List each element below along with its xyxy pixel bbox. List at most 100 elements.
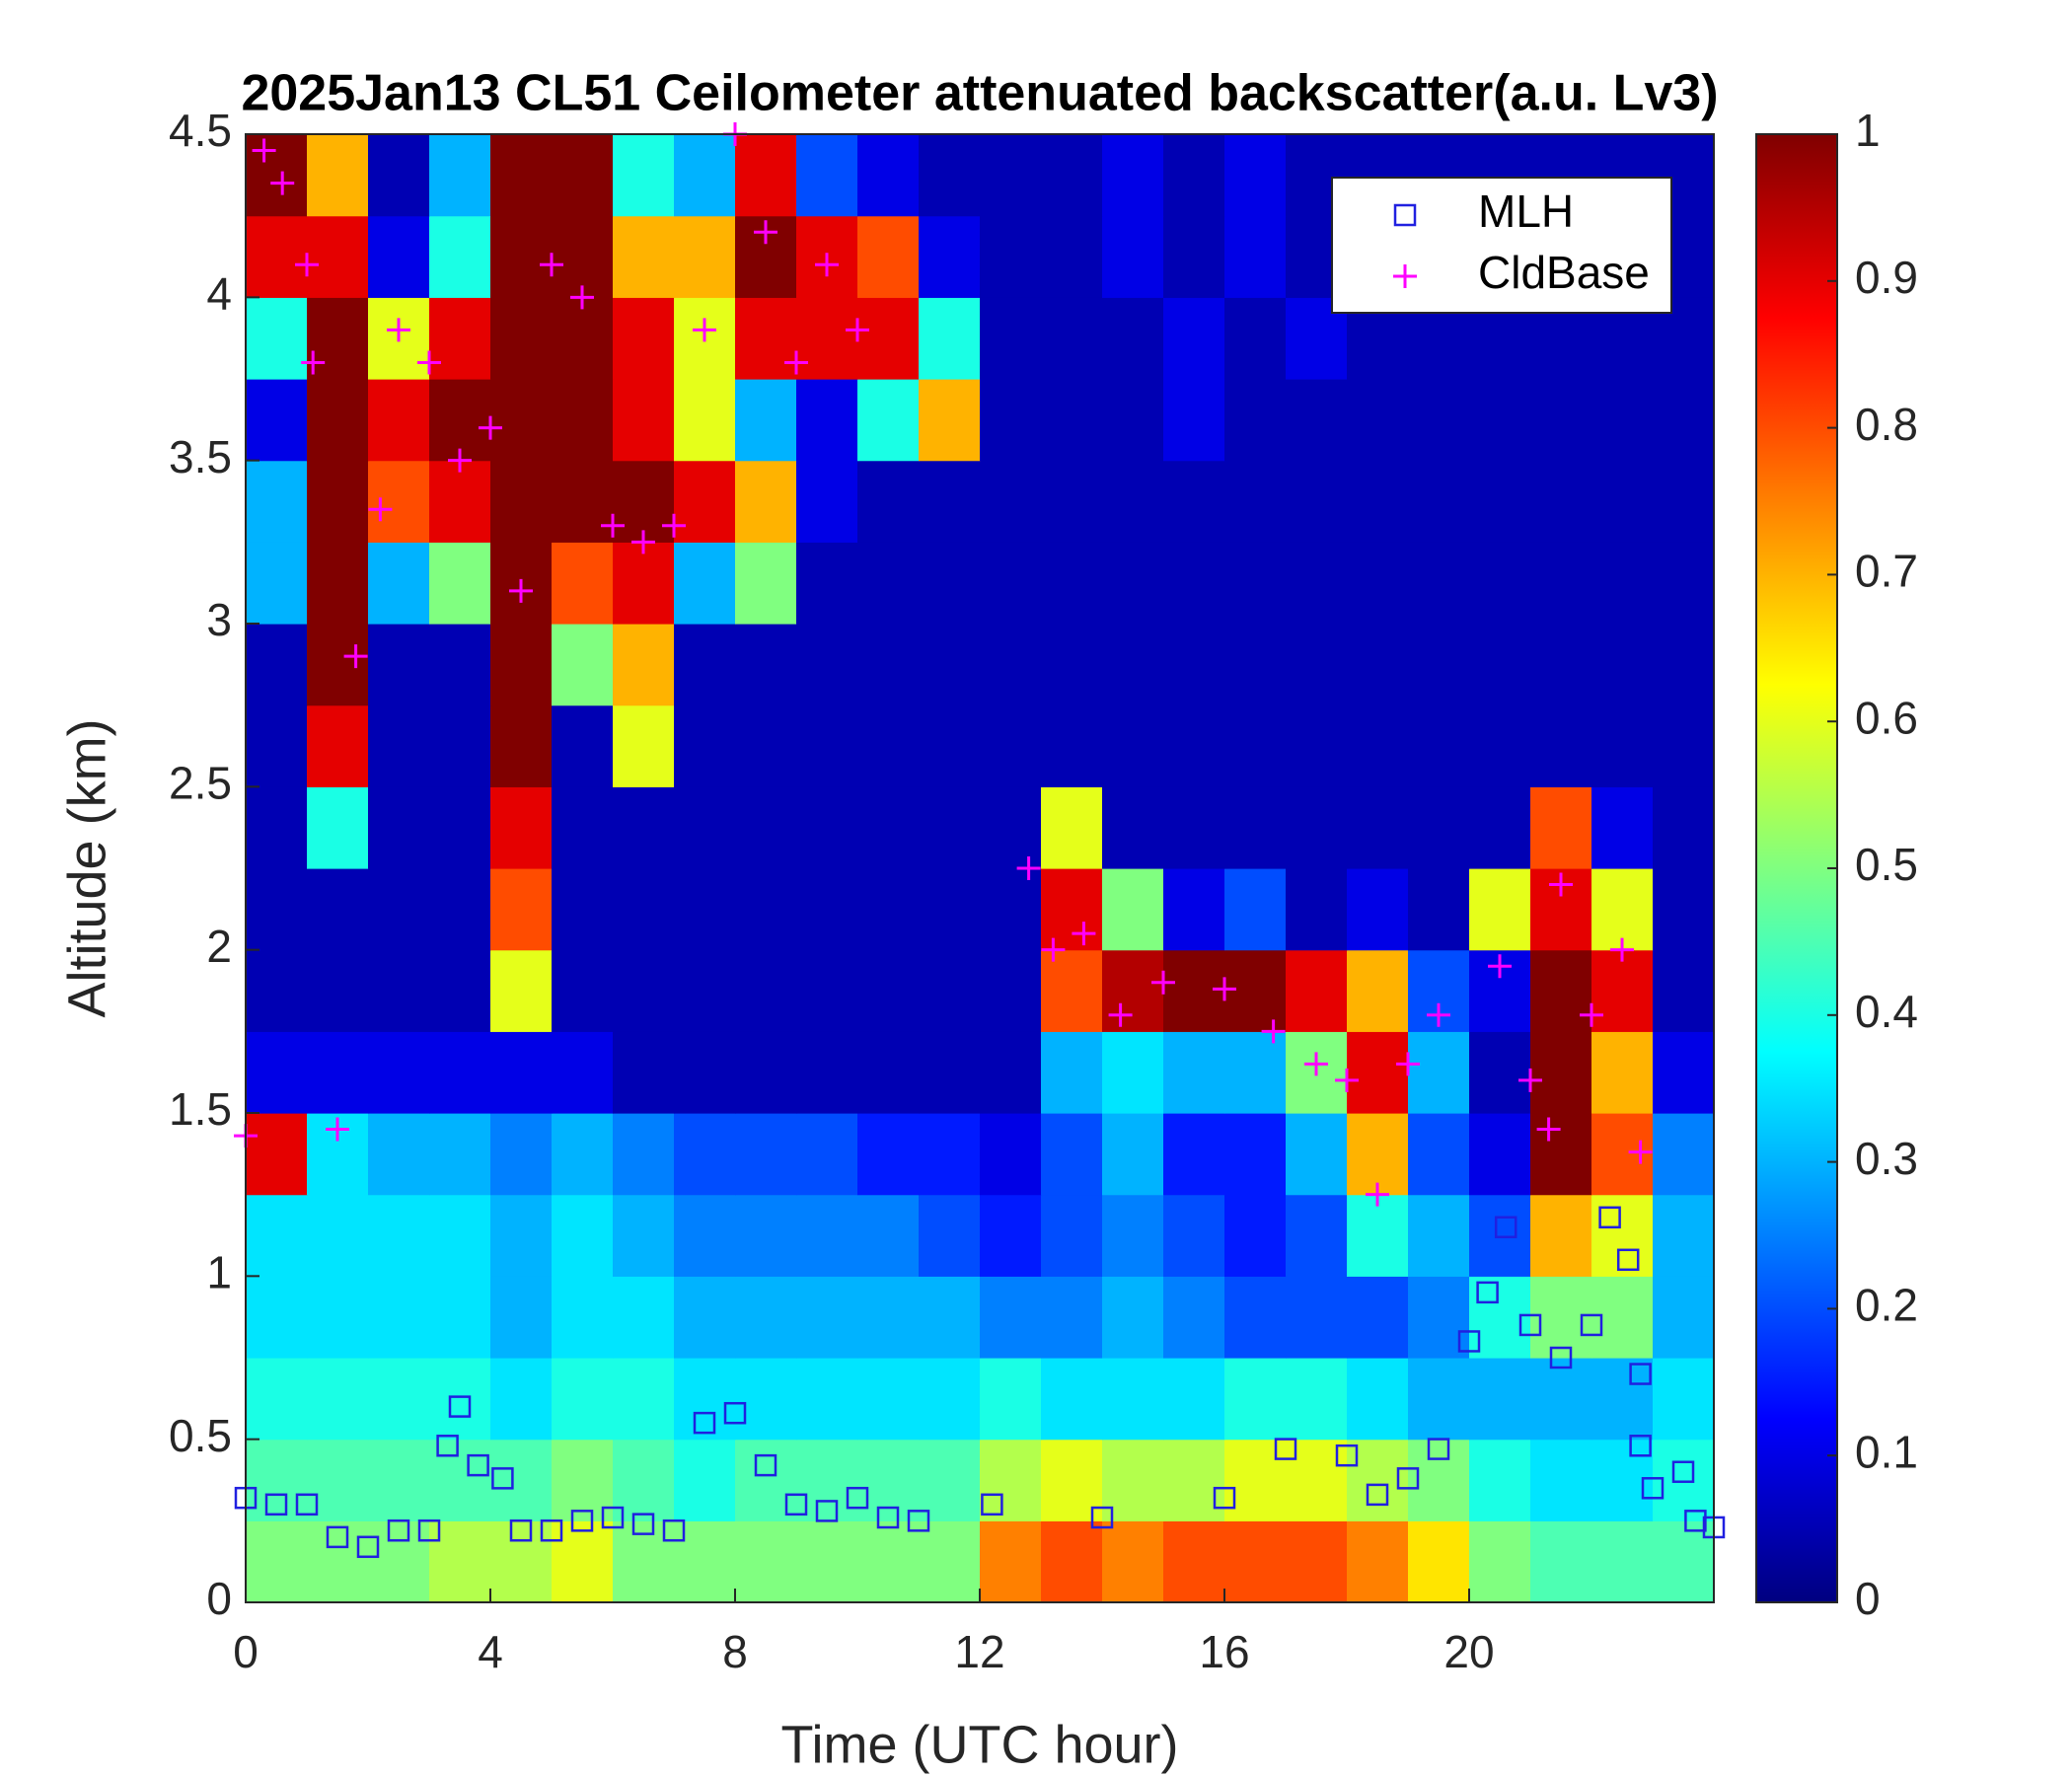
mlh-marker bbox=[693, 1411, 716, 1435]
cldbase-marker bbox=[1427, 1002, 1450, 1027]
heat-cell bbox=[1102, 215, 1164, 298]
heat-cell bbox=[980, 949, 1042, 1032]
heat-cell bbox=[1469, 1358, 1531, 1441]
heat-cell bbox=[1347, 1358, 1409, 1441]
mlh-marker bbox=[754, 1453, 777, 1477]
heat-cell bbox=[1224, 786, 1287, 869]
mlh-marker bbox=[723, 1401, 747, 1425]
mlh-marker bbox=[1457, 1330, 1481, 1353]
heat-cell bbox=[919, 1520, 981, 1603]
y-tick-label: 4 bbox=[206, 267, 232, 319]
cldbase-marker bbox=[479, 415, 502, 440]
heat-cell bbox=[1469, 868, 1531, 951]
heat-cell bbox=[429, 868, 491, 951]
heat-cell bbox=[919, 949, 981, 1032]
heat-cell bbox=[735, 786, 797, 869]
heat-cell bbox=[246, 215, 308, 298]
mlh-marker bbox=[295, 1493, 319, 1517]
colorbar-tick-label: 0.8 bbox=[1855, 399, 1918, 450]
colorbar bbox=[1755, 133, 1838, 1603]
heat-cell bbox=[429, 624, 491, 706]
cldbase-marker bbox=[1261, 1019, 1286, 1044]
cldbase-marker bbox=[1396, 1052, 1420, 1076]
heat-cell bbox=[552, 1358, 614, 1441]
heat-cell bbox=[1347, 786, 1409, 869]
y-tick-label: 0.5 bbox=[169, 1410, 232, 1461]
heat-cell bbox=[246, 1194, 308, 1277]
legend-box bbox=[1331, 177, 1672, 314]
heat-cell bbox=[1469, 460, 1531, 543]
heat-cell bbox=[980, 1031, 1042, 1114]
x-axis-label: Time (UTC hour) bbox=[780, 1715, 1178, 1774]
heat-cell bbox=[1163, 297, 1225, 380]
heat-cell bbox=[857, 297, 920, 380]
heat-cell bbox=[246, 1520, 308, 1603]
heat-cell bbox=[1347, 379, 1409, 462]
heat-cell bbox=[735, 704, 797, 787]
heat-cell bbox=[735, 1276, 797, 1359]
mlh-marker bbox=[631, 1513, 655, 1535]
heat-cell bbox=[980, 1194, 1042, 1277]
heat-cell bbox=[1102, 1031, 1164, 1114]
heat-cell bbox=[1469, 1439, 1531, 1521]
heat-cell bbox=[857, 1520, 920, 1603]
heat-cell bbox=[1408, 542, 1470, 625]
y-tick-label: 1 bbox=[206, 1246, 232, 1297]
x-tick-label: 4 bbox=[478, 1626, 503, 1677]
heat-cell bbox=[980, 134, 1042, 217]
heat-cell bbox=[1408, 379, 1470, 462]
heat-cell bbox=[1591, 542, 1654, 625]
heat-cell bbox=[735, 297, 797, 380]
mlh-marker bbox=[601, 1506, 625, 1529]
heat-cell bbox=[857, 542, 920, 625]
mlh-marker bbox=[509, 1519, 533, 1542]
x-tick-label: 8 bbox=[722, 1626, 748, 1677]
cldbase-marker bbox=[815, 253, 839, 277]
heat-cell bbox=[1102, 1358, 1164, 1441]
heat-cell bbox=[919, 297, 981, 380]
legend-label: MLH bbox=[1478, 185, 1574, 237]
heat-cell bbox=[735, 542, 797, 625]
heat-cell bbox=[919, 215, 981, 298]
heat-cell bbox=[368, 1358, 430, 1441]
cldbase-marker bbox=[252, 138, 276, 163]
heat-cell bbox=[1653, 868, 1715, 951]
colorbar-tick-label: 0.6 bbox=[1855, 692, 1918, 743]
heat-cell bbox=[1653, 1358, 1715, 1441]
heat-cell bbox=[1163, 1276, 1225, 1359]
mlh-marker bbox=[815, 1500, 839, 1522]
heat-cell bbox=[613, 1113, 675, 1196]
mlh-marker bbox=[1396, 1467, 1420, 1490]
mlh-marker bbox=[662, 1519, 686, 1542]
heat-cell bbox=[368, 379, 430, 462]
heat-cell bbox=[429, 704, 491, 787]
chart-title: 2025Jan13 CL51 Ceilometer attenuated bac… bbox=[241, 65, 1718, 122]
legend: MLH CldBase bbox=[1331, 177, 1672, 314]
heat-cell bbox=[1591, 1358, 1654, 1441]
mlh-marker bbox=[540, 1519, 563, 1542]
heat-cell bbox=[1041, 1113, 1103, 1196]
heat-cell bbox=[1224, 215, 1287, 298]
heat-cell bbox=[490, 624, 553, 706]
mlh-marker bbox=[1518, 1313, 1542, 1337]
heat-cell bbox=[735, 868, 797, 951]
heat-cell bbox=[429, 460, 491, 543]
heat-cell bbox=[429, 379, 491, 462]
heat-cell bbox=[368, 542, 430, 625]
heat-cell bbox=[613, 297, 675, 380]
heat-cell bbox=[552, 949, 614, 1032]
heat-cell bbox=[552, 379, 614, 462]
cldbase-marker bbox=[1488, 954, 1512, 979]
colorbar-tick-label: 0.3 bbox=[1855, 1133, 1918, 1184]
heat-cell bbox=[1224, 297, 1287, 380]
heat-cell bbox=[1224, 134, 1287, 217]
cldbase-marker bbox=[509, 578, 533, 603]
heat-cell bbox=[1102, 1520, 1164, 1603]
heat-cell bbox=[1530, 460, 1592, 543]
heat-cell bbox=[1286, 949, 1348, 1032]
heat-cell bbox=[490, 215, 553, 298]
mlh-marker bbox=[1598, 1206, 1621, 1229]
heat-cell bbox=[1102, 949, 1164, 1032]
